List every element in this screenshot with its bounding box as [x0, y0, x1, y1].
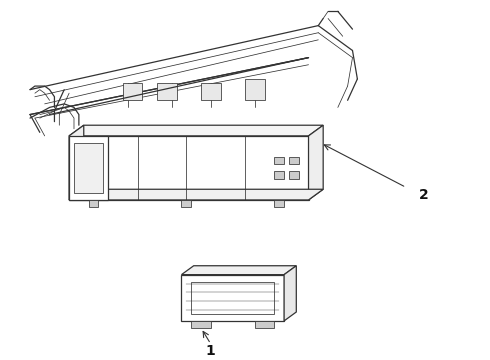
Polygon shape — [274, 157, 284, 165]
Polygon shape — [274, 200, 284, 207]
Polygon shape — [74, 143, 103, 193]
Polygon shape — [274, 171, 284, 179]
Polygon shape — [84, 139, 304, 193]
Polygon shape — [69, 125, 323, 136]
Polygon shape — [245, 79, 265, 100]
Polygon shape — [255, 321, 274, 328]
Polygon shape — [309, 125, 323, 200]
Polygon shape — [186, 278, 279, 317]
Polygon shape — [69, 189, 323, 200]
Polygon shape — [89, 200, 98, 207]
Polygon shape — [191, 321, 211, 328]
Polygon shape — [284, 266, 296, 321]
Polygon shape — [69, 136, 309, 200]
Polygon shape — [181, 266, 296, 275]
Text: 1: 1 — [206, 344, 216, 358]
Polygon shape — [123, 82, 143, 100]
Polygon shape — [201, 82, 220, 100]
Polygon shape — [181, 200, 191, 207]
Polygon shape — [157, 82, 176, 100]
Polygon shape — [69, 136, 108, 200]
Polygon shape — [69, 125, 84, 200]
Polygon shape — [289, 171, 299, 179]
Text: 2: 2 — [418, 188, 428, 202]
Polygon shape — [181, 275, 284, 321]
Polygon shape — [289, 157, 299, 165]
